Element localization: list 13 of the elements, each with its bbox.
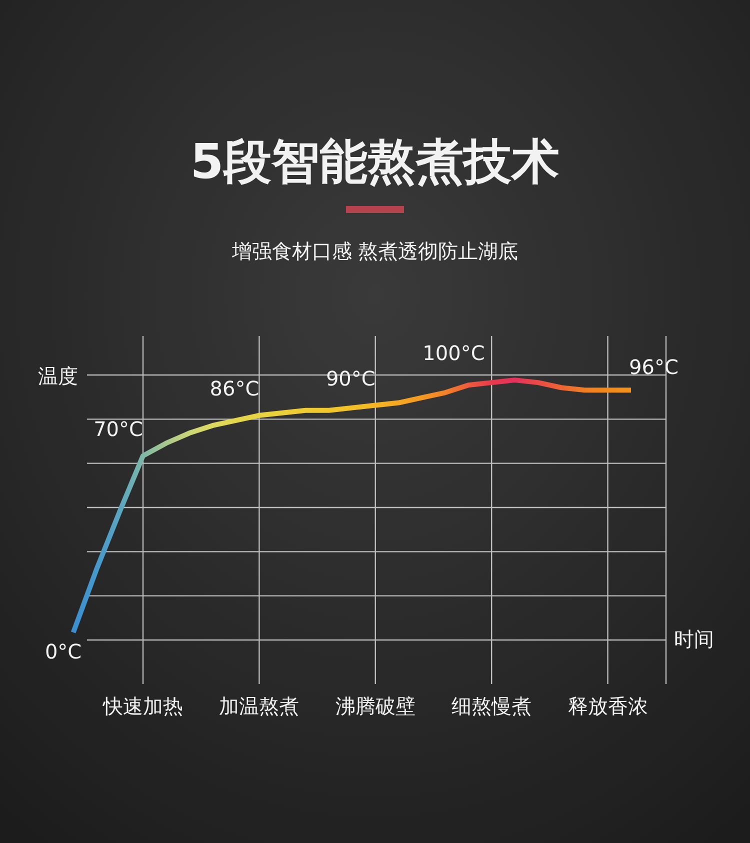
y-axis-title: 温度 [38,364,78,388]
x-tick-label: 沸腾破壁 [335,694,416,718]
chart-subtitle: 增强食材口感 熬煮透彻防止湖底 [230,239,518,263]
data-label: 0°C [44,639,82,664]
x-tick-label: 释放香浓 [568,694,648,718]
data-label: 100°C [422,341,485,366]
x-tick-label: 快速加热 [102,694,184,718]
data-label: 70°C [94,416,144,441]
data-label: 86°C [210,376,260,400]
chart-title: 5段智能熬煮技术 [190,134,560,190]
x-tick-label: 加温熬煮 [219,694,300,718]
x-tick-label: 细熬慢煮 [452,694,532,718]
x-axis-title: 时间 [674,627,714,651]
